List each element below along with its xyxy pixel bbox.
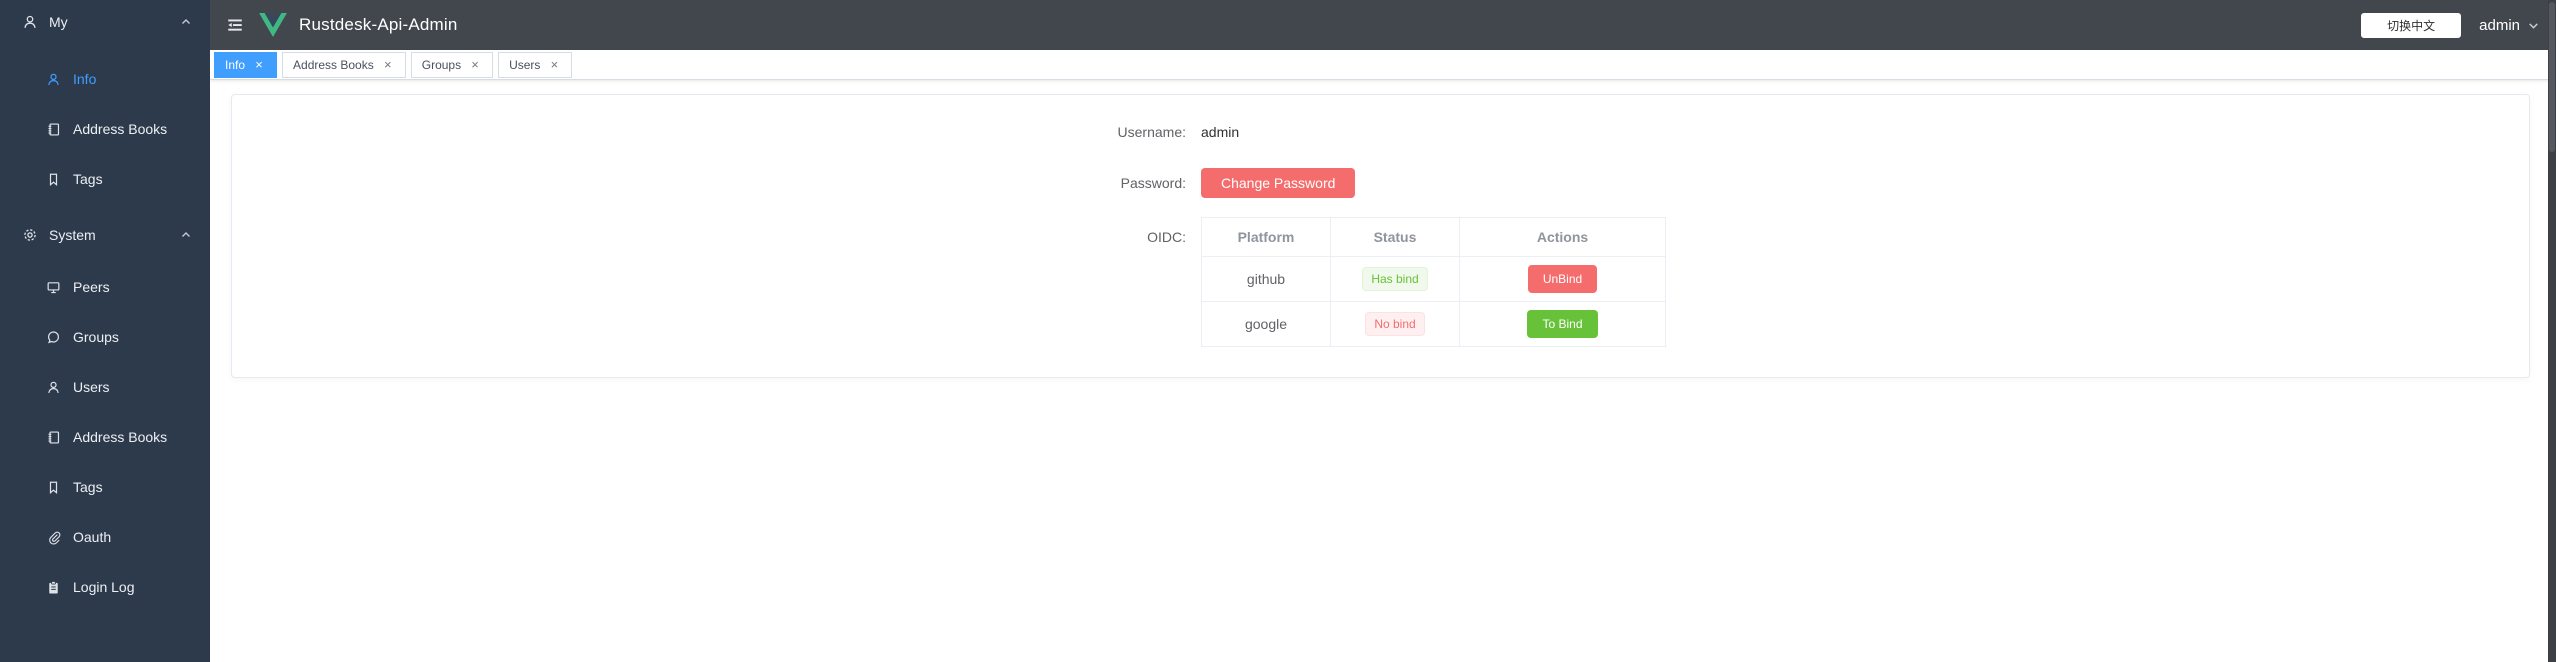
notebook-icon — [46, 430, 61, 445]
tab-address-books[interactable]: Address Books × — [282, 51, 406, 78]
sidebar-item-oauth[interactable]: Oauth — [0, 512, 210, 562]
sidebar-group-label: System — [49, 227, 96, 243]
chevron-down-icon — [2527, 19, 2540, 32]
tags-view-bar: Info × Address Books × Groups × Users × — [210, 50, 2556, 80]
sidebar-item-tags[interactable]: Tags — [0, 154, 210, 204]
sidebar-item-address-books-system[interactable]: Address Books — [0, 412, 210, 462]
sidebar-item-tags-system[interactable]: Tags — [0, 462, 210, 512]
status-badge: No bind — [1365, 312, 1425, 336]
sidebar-group-system[interactable]: System — [0, 210, 210, 260]
sidebar-group-label: My — [49, 14, 68, 30]
clipboard-icon — [46, 580, 61, 595]
tab-info[interactable]: Info × — [214, 51, 278, 78]
gear-icon — [22, 227, 38, 243]
sidebar-item-peers[interactable]: Peers — [0, 262, 210, 312]
table-row-google: google No bind To Bind — [1201, 301, 1666, 347]
column-header-status: Status — [1330, 217, 1460, 257]
tab-label: Address Books — [293, 57, 374, 72]
sidebar-item-users[interactable]: Users — [0, 362, 210, 412]
tab-label: Groups — [421, 57, 462, 72]
chevron-up-icon — [180, 16, 192, 28]
sidebar-item-login-log[interactable]: Login Log — [0, 562, 210, 612]
oidc-table-header-row: Platform Status Actions — [1201, 217, 1666, 257]
password-label: Password: — [1120, 175, 1186, 191]
username-row: Username: admin — [232, 122, 2529, 142]
user-icon — [46, 72, 61, 87]
profile-card: Username: admin Password: Change Passwor… — [231, 94, 2530, 378]
vue-logo — [259, 13, 287, 37]
sidebar-item-label: Groups — [73, 329, 119, 345]
change-password-button[interactable]: Change Password — [1201, 168, 1356, 198]
monitor-icon — [46, 280, 61, 295]
menu-fold-icon[interactable] — [226, 16, 244, 34]
sidebar-item-address-books[interactable]: Address Books — [0, 104, 210, 154]
current-username: admin — [2479, 16, 2520, 34]
sidebar-item-label: Peers — [73, 279, 110, 295]
scrollbar-thumb[interactable] — [2549, 2, 2555, 152]
status-cell: No bind — [1330, 301, 1460, 347]
sidebar-item-label: Address Books — [73, 429, 168, 445]
username-value: admin — [1201, 124, 1240, 140]
close-icon[interactable]: × — [550, 57, 559, 72]
vertical-scrollbar[interactable] — [2548, 0, 2556, 662]
user-dropdown[interactable]: admin — [2479, 17, 2540, 34]
table-row-github: github Has bind UnBind — [1201, 256, 1666, 302]
bookmark-icon — [46, 172, 61, 187]
sidebar-item-label: Info — [73, 71, 97, 87]
sidebar-submenu-my: Info Address Books Tags — [0, 54, 210, 204]
tab-label: Users — [509, 57, 541, 72]
oidc-label: OIDC: — [1147, 229, 1186, 245]
column-header-actions: Actions — [1459, 217, 1666, 257]
app-title: Rustdesk-Api-Admin — [299, 15, 458, 34]
oidc-table: Platform Status Actions github Has bind … — [1201, 217, 1666, 347]
sidebar-item-label: Users — [73, 379, 110, 395]
actions-cell: UnBind — [1459, 256, 1666, 302]
sidebar-item-label: Tags — [73, 171, 103, 187]
switch-language-button[interactable]: 切换中文 — [2361, 12, 2462, 38]
tab-label: Info — [225, 57, 246, 72]
sidebar-item-label: Login Log — [73, 579, 135, 595]
sidebar-item-groups[interactable]: Groups — [0, 312, 210, 362]
chat-bubble-icon — [46, 330, 61, 345]
status-cell: Has bind — [1330, 256, 1460, 302]
sidebar-submenu-system: Peers Groups Users Addr — [0, 262, 210, 612]
username-label: Username: — [1117, 124, 1186, 140]
sidebar-item-label: Oauth — [73, 529, 112, 545]
close-icon[interactable]: × — [471, 57, 479, 72]
notebook-icon — [46, 122, 61, 137]
chevron-up-icon — [180, 229, 192, 241]
column-header-platform: Platform — [1201, 217, 1331, 257]
sidebar-group-my[interactable]: My — [0, 0, 210, 44]
sidebar-item-label: Tags — [73, 479, 103, 495]
sidebar: My Info Address Books — [0, 0, 210, 662]
sidebar-item-label: Address Books — [73, 121, 168, 137]
password-row: Password: Change Password — [232, 168, 2529, 198]
tab-users[interactable]: Users × — [498, 51, 573, 78]
user-icon — [22, 14, 38, 30]
bookmark-icon — [46, 480, 61, 495]
close-icon[interactable]: × — [383, 57, 392, 72]
platform-cell: github — [1201, 256, 1331, 302]
status-badge: Has bind — [1362, 267, 1428, 291]
actions-cell: To Bind — [1459, 301, 1666, 347]
to-bind-button[interactable]: To Bind — [1527, 310, 1598, 338]
close-icon[interactable]: × — [255, 57, 263, 72]
unbind-button[interactable]: UnBind — [1527, 265, 1598, 293]
paperclip-icon — [46, 530, 61, 545]
user-icon — [46, 380, 61, 395]
platform-cell: google — [1201, 301, 1331, 347]
oidc-row: OIDC: Platform Status Actions github Has… — [232, 217, 2529, 347]
tab-groups[interactable]: Groups × — [410, 51, 494, 78]
sidebar-item-info[interactable]: Info — [0, 54, 210, 104]
top-header: Rustdesk-Api-Admin 切换中文 admin — [210, 0, 2556, 50]
